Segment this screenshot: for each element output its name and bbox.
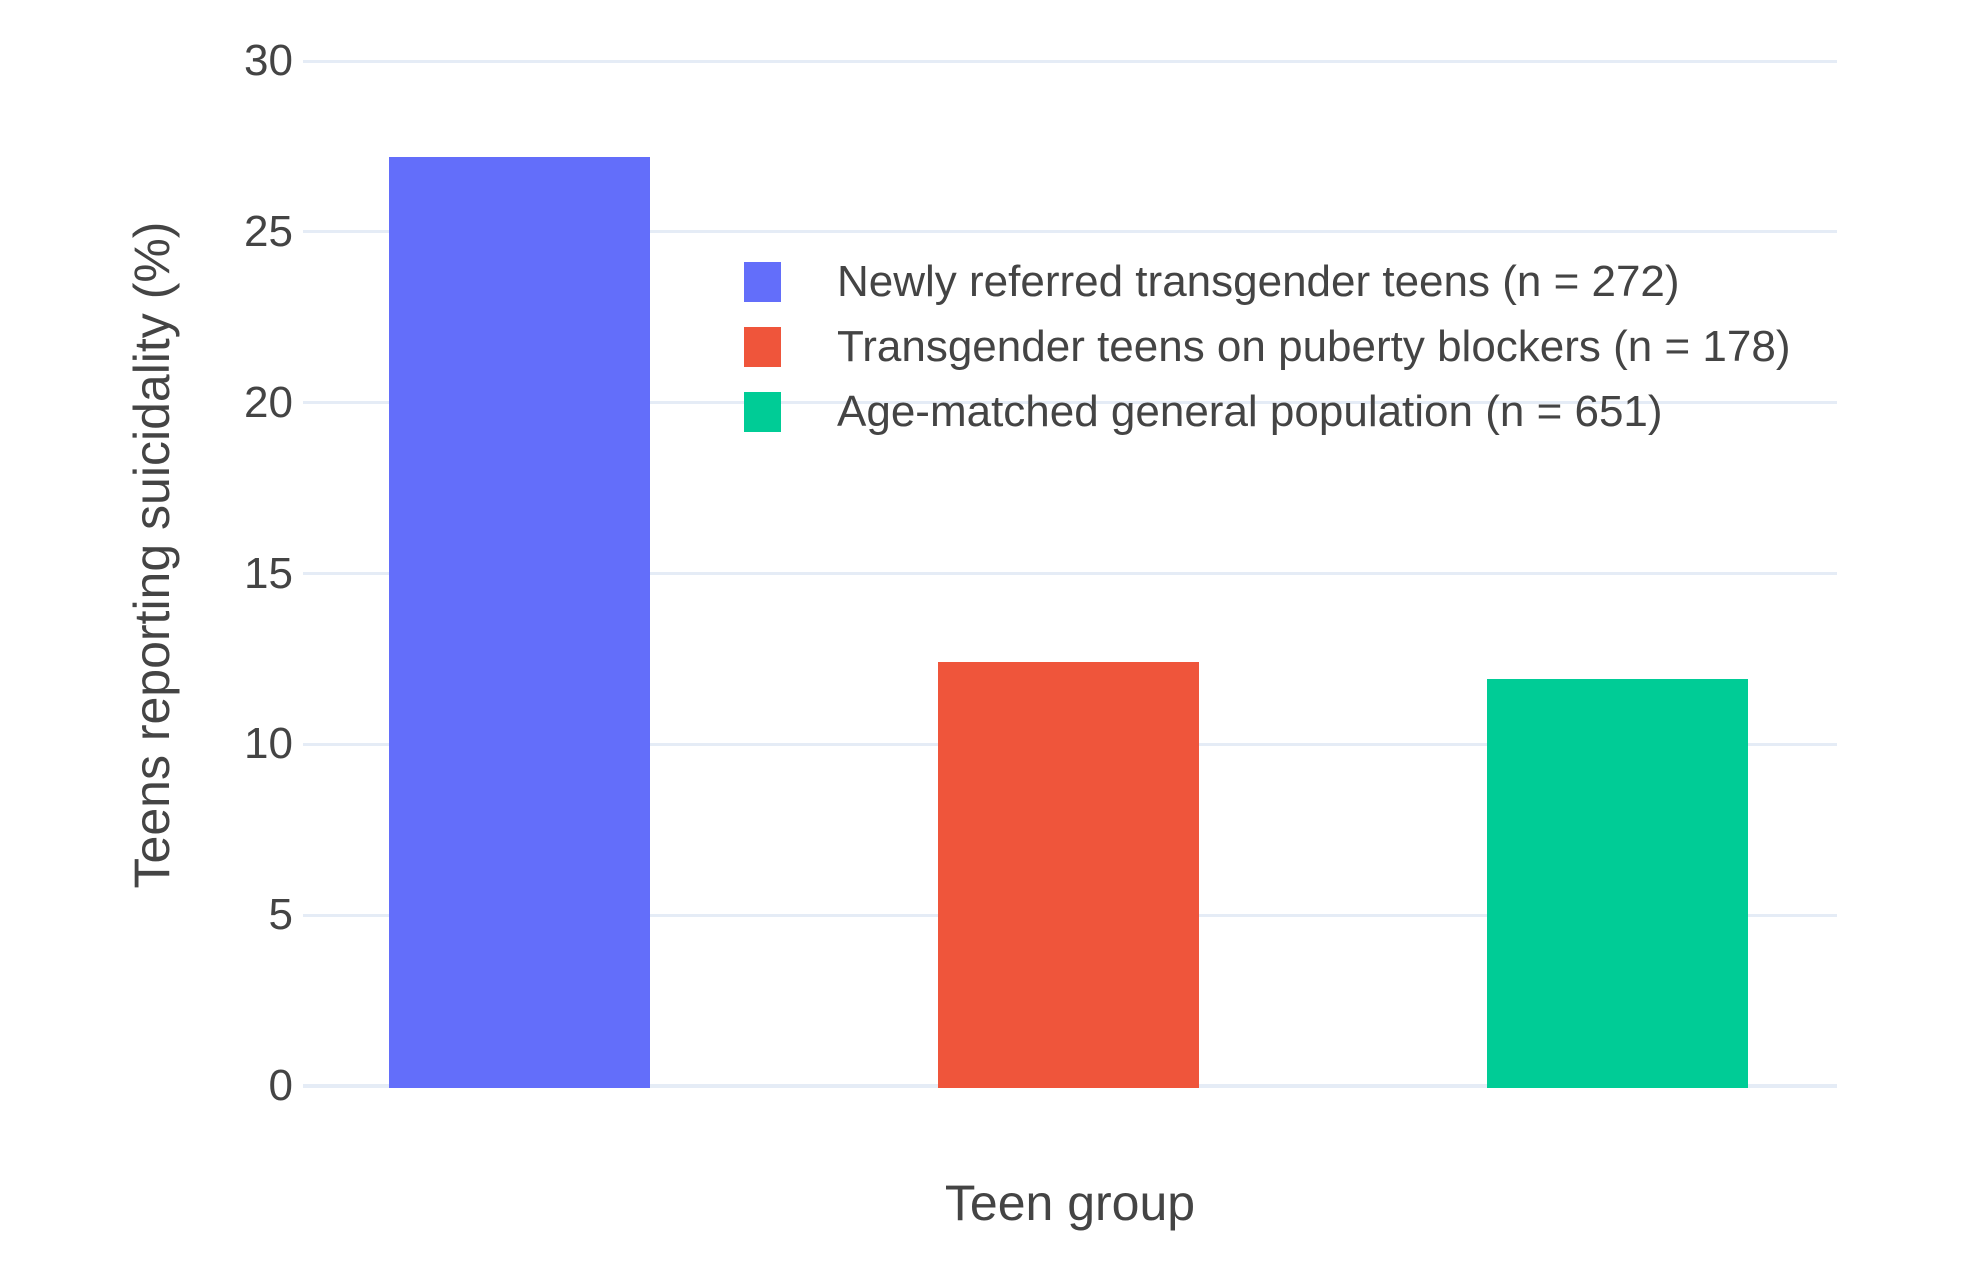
gridline	[303, 401, 1837, 405]
legend-item-label: Transgender teens on puberty blockers (n…	[837, 322, 1791, 371]
x-axis-title: Teen group	[944, 1175, 1196, 1231]
gridline	[303, 59, 1837, 63]
legend-swatch	[744, 262, 781, 302]
legend-swatch	[744, 327, 781, 367]
bar-2[interactable]	[1487, 679, 1748, 1088]
legend: Newly referred transgender teens (n = 27…	[744, 257, 1791, 457]
gridline	[303, 230, 1837, 234]
legend-item-label: Age-matched general population (n = 651)	[837, 387, 1663, 436]
legend-item[interactable]: Transgender teens on puberty blockers (n…	[744, 322, 1791, 371]
y-tick-label: 25	[244, 206, 293, 256]
y-tick-label: 20	[244, 377, 293, 427]
legend-swatch	[744, 392, 781, 432]
bar-1[interactable]	[938, 662, 1199, 1088]
y-tick-label: 30	[244, 36, 293, 85]
legend-item[interactable]: Newly referred transgender teens (n = 27…	[744, 257, 1790, 306]
bar-0[interactable]	[389, 156, 650, 1088]
y-tick-label: 10	[244, 719, 293, 769]
y-tick-label: 0	[268, 1061, 293, 1110]
y-tick-label: 5	[268, 890, 293, 940]
gridline	[303, 572, 1837, 575]
legend-item[interactable]: Age-matched general population (n = 651)	[744, 387, 1790, 436]
legend-item-label: Newly referred transgender teens (n = 27…	[837, 257, 1680, 306]
y-tick-label: 15	[244, 548, 293, 598]
